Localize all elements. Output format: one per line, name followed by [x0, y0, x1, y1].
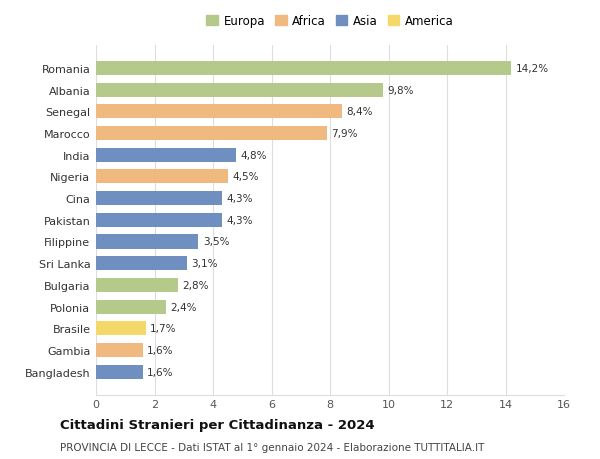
Bar [96, 62, 511, 76]
Bar [96, 343, 143, 357]
Text: 7,9%: 7,9% [331, 129, 358, 139]
Bar [96, 365, 143, 379]
Text: 4,8%: 4,8% [241, 151, 267, 160]
Text: 14,2%: 14,2% [516, 64, 549, 74]
Text: PROVINCIA DI LECCE - Dati ISTAT al 1° gennaio 2024 - Elaborazione TUTTITALIA.IT: PROVINCIA DI LECCE - Dati ISTAT al 1° ge… [60, 442, 484, 453]
Bar [96, 148, 236, 162]
Text: 2,4%: 2,4% [170, 302, 197, 312]
Bar [96, 321, 146, 336]
Text: Cittadini Stranieri per Cittadinanza - 2024: Cittadini Stranieri per Cittadinanza - 2… [60, 418, 374, 431]
Bar [96, 278, 178, 292]
Text: 9,8%: 9,8% [387, 85, 413, 95]
Bar [96, 192, 222, 206]
Text: 2,8%: 2,8% [182, 280, 209, 290]
Text: 8,4%: 8,4% [346, 107, 373, 117]
Legend: Europa, Africa, Asia, America: Europa, Africa, Asia, America [203, 11, 458, 32]
Text: 4,3%: 4,3% [226, 215, 253, 225]
Bar [96, 127, 327, 141]
Text: 3,5%: 3,5% [203, 237, 229, 247]
Text: 1,7%: 1,7% [150, 324, 176, 334]
Bar [96, 300, 166, 314]
Text: 4,3%: 4,3% [226, 194, 253, 204]
Bar [96, 257, 187, 271]
Bar [96, 235, 199, 249]
Bar [96, 84, 383, 97]
Text: 1,6%: 1,6% [147, 345, 173, 355]
Text: 1,6%: 1,6% [147, 367, 173, 377]
Bar [96, 105, 342, 119]
Bar [96, 213, 222, 227]
Text: 4,5%: 4,5% [232, 172, 259, 182]
Bar [96, 170, 227, 184]
Text: 3,1%: 3,1% [191, 258, 218, 269]
